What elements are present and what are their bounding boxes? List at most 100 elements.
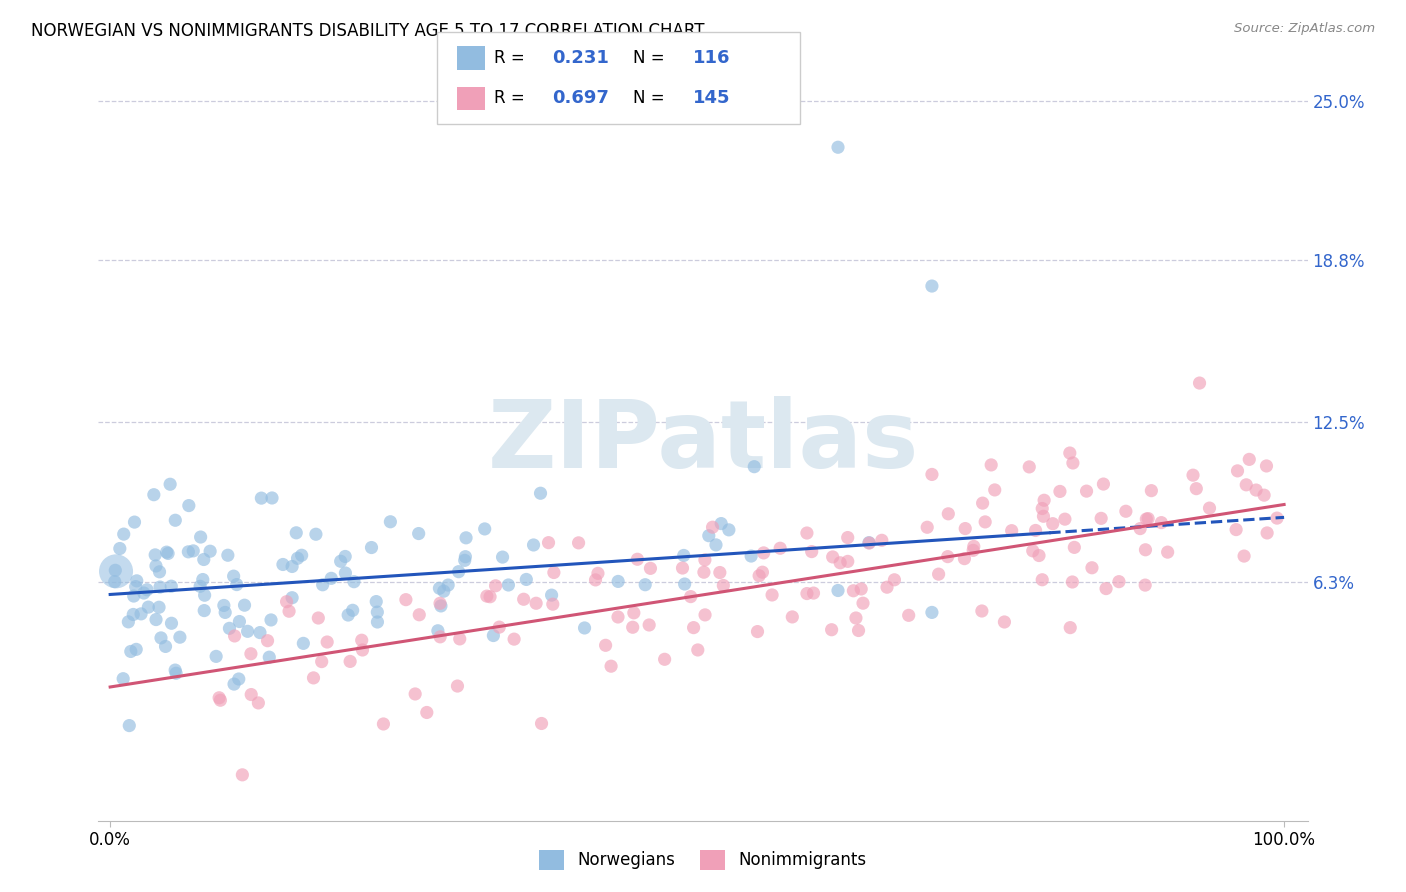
Point (980, 458, 1002, 472)
Point (585, 573, 607, 587)
Point (1001, 524, 1024, 538)
Point (214, 606, 236, 620)
Point (852, 596, 875, 610)
Point (281, 591, 304, 605)
Point (352, 643, 374, 657)
Point (796, 526, 818, 541)
Point (1022, 544, 1045, 558)
Point (287, 551, 309, 566)
Point (623, 606, 645, 620)
Point (541, 597, 564, 611)
Point (160, 616, 183, 631)
Point (693, 553, 716, 567)
Point (740, 549, 762, 563)
Point (125, 642, 148, 657)
Point (529, 486, 551, 500)
Point (222, 569, 245, 583)
Point (169, 630, 191, 644)
Point (1182, 468, 1205, 483)
Point (212, 599, 235, 613)
Point (1018, 459, 1040, 474)
Point (408, 607, 430, 622)
Text: NORWEGIAN VS NONIMMIGRANTS DISABILITY AGE 5 TO 17 CORRELATION CHART: NORWEGIAN VS NONIMMIGRANTS DISABILITY AG… (31, 22, 704, 40)
Point (395, 592, 418, 607)
Point (621, 620, 644, 634)
Point (117, 615, 139, 629)
Point (936, 549, 959, 564)
Point (142, 488, 165, 502)
Point (1135, 542, 1157, 557)
Point (1042, 516, 1064, 531)
Point (693, 565, 716, 579)
Point (475, 589, 498, 603)
Point (112, 527, 135, 541)
Point (366, 615, 388, 629)
Point (1032, 509, 1054, 524)
Point (524, 596, 547, 610)
Point (305, 527, 328, 541)
Point (488, 620, 510, 634)
Text: R =: R = (494, 89, 524, 107)
Text: 0.697: 0.697 (553, 89, 609, 107)
Point (983, 483, 1005, 497)
Point (479, 590, 502, 604)
Point (426, 624, 449, 638)
Point (291, 548, 314, 562)
Point (484, 579, 506, 593)
Point (198, 544, 221, 558)
Point (540, 588, 562, 602)
Point (796, 586, 818, 600)
Point (1108, 574, 1130, 589)
Point (120, 644, 142, 658)
Text: N =: N = (633, 49, 664, 67)
Point (188, 579, 211, 593)
Point (193, 552, 215, 566)
Point (256, 633, 278, 648)
Point (143, 548, 166, 562)
Point (1031, 573, 1053, 587)
Point (249, 625, 271, 640)
Point (1265, 511, 1288, 525)
Point (595, 638, 617, 652)
Point (105, 565, 128, 579)
Point (350, 633, 373, 648)
Point (543, 566, 565, 580)
Point (236, 624, 259, 639)
Point (408, 526, 430, 541)
Point (1062, 456, 1084, 470)
Point (104, 563, 127, 577)
Point (430, 599, 453, 613)
Text: 145: 145 (693, 89, 731, 107)
Point (1140, 483, 1163, 498)
Point (228, 615, 250, 629)
Point (679, 590, 702, 604)
Point (522, 538, 544, 552)
Point (972, 496, 994, 510)
Point (108, 541, 131, 556)
Point (250, 491, 273, 505)
Point (710, 516, 733, 531)
Point (260, 491, 283, 505)
Point (259, 650, 281, 665)
Point (1225, 523, 1247, 537)
Point (876, 580, 898, 594)
Point (150, 631, 173, 645)
Point (600, 659, 623, 673)
Point (360, 541, 382, 555)
Point (607, 574, 630, 589)
Point (491, 550, 513, 565)
Point (118, 718, 141, 732)
Point (711, 578, 734, 592)
Point (748, 568, 770, 582)
Point (1233, 549, 1256, 563)
Point (454, 531, 477, 545)
Point (1095, 582, 1118, 596)
Point (155, 545, 177, 559)
Point (278, 604, 301, 618)
Point (634, 578, 657, 592)
Point (1033, 493, 1056, 508)
Point (673, 577, 696, 591)
Point (321, 571, 343, 585)
Point (1185, 482, 1208, 496)
Point (429, 581, 451, 595)
